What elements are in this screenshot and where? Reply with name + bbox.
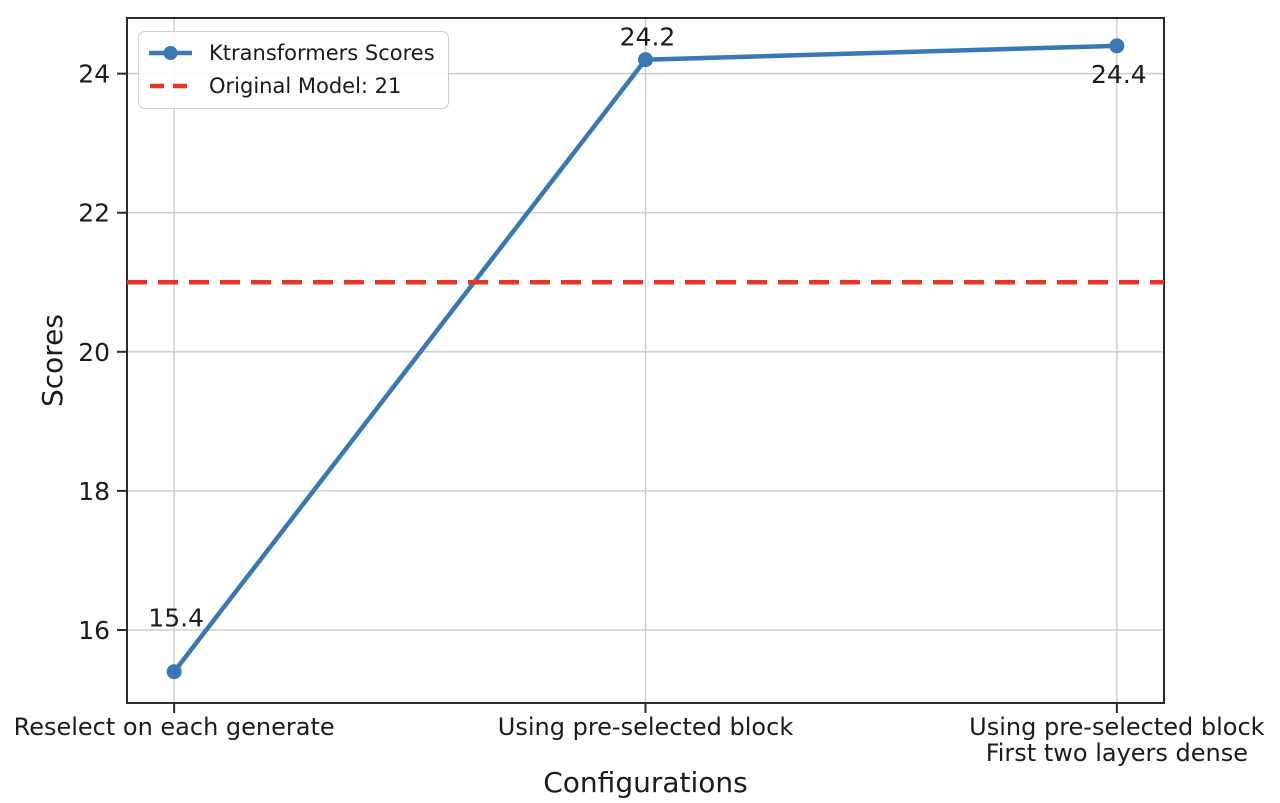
x-tick-label: Reselect on each generate xyxy=(14,713,335,741)
legend: Ktransformers Scores Original Model: 21 xyxy=(138,31,449,109)
x-axis-label: Configurations xyxy=(543,766,747,799)
y-tick-label: 22 xyxy=(78,199,110,228)
data-point-marker xyxy=(638,52,653,68)
legend-label-ktransformers-scores: Ktransformers Scores xyxy=(209,41,435,65)
x-tick-label: Using pre-selected block xyxy=(498,713,794,741)
y-tick-label: 24 xyxy=(78,60,110,89)
legend-item-ktransformers-scores: Ktransformers Scores xyxy=(147,40,435,66)
y-tick-label: 20 xyxy=(78,338,110,367)
x-tick-label: First two layers dense xyxy=(986,739,1248,767)
y-tick-label: 16 xyxy=(78,616,110,645)
line-marker-swatch-icon xyxy=(149,46,192,60)
y-tick-label: 18 xyxy=(78,477,110,506)
dashed-line-swatch-icon xyxy=(150,83,191,89)
x-tick-label: Using pre-selected block xyxy=(969,713,1265,741)
data-point-label: 15.4 xyxy=(148,604,204,633)
legend-item-original-model: Original Model: 21 xyxy=(147,73,435,99)
data-point-marker xyxy=(166,664,182,680)
data-point-label: 24.2 xyxy=(620,23,676,52)
legend-label-original-model: Original Model: 21 xyxy=(209,74,402,98)
data-point-label: 24.4 xyxy=(1091,60,1147,89)
y-axis-label: Scores xyxy=(36,314,69,407)
data-point-marker xyxy=(1109,38,1125,54)
